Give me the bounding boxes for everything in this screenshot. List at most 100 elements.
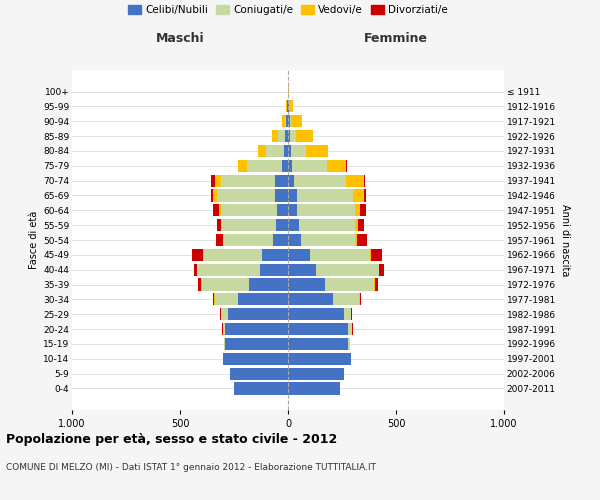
Bar (353, 190, 364, 202)
Bar (292, 160, 327, 172)
Bar (260, 264, 288, 276)
Bar (357, 234, 367, 246)
Bar (223, 234, 273, 246)
Bar (360, 294, 361, 306)
Bar (198, 278, 201, 290)
Bar (193, 249, 203, 261)
Bar (221, 308, 227, 320)
Bar (288, 100, 289, 112)
Bar (284, 145, 288, 157)
Bar (349, 323, 352, 335)
Legend: Celibi/Nubili, Coniugati/e, Vedovi/e, Divorziat​i/e: Celibi/Nubili, Coniugati/e, Vedovi/e, Di… (124, 0, 452, 19)
Text: Maschi: Maschi (155, 32, 205, 46)
Bar (288, 174, 295, 186)
Bar (289, 100, 293, 112)
Bar (346, 174, 364, 186)
Bar (307, 145, 328, 157)
Bar (291, 145, 307, 157)
Bar (288, 264, 316, 276)
Bar (221, 174, 275, 186)
Bar (286, 115, 288, 128)
Bar (238, 160, 247, 172)
Bar (278, 130, 285, 142)
Bar (226, 323, 288, 335)
Bar (266, 145, 284, 157)
Bar (275, 174, 288, 186)
Text: COMUNE DI MELZO (MI) - Dati ISTAT 1° gennaio 2012 - Elaborazione TUTTITALIA.IT: COMUNE DI MELZO (MI) - Dati ISTAT 1° gen… (6, 462, 376, 471)
Bar (288, 382, 340, 394)
Bar (222, 219, 276, 231)
Bar (364, 174, 365, 186)
Bar (281, 160, 288, 172)
Bar (202, 278, 249, 290)
Bar (213, 294, 214, 306)
Bar (370, 249, 371, 261)
Bar (316, 264, 379, 276)
Bar (215, 294, 238, 306)
Bar (247, 160, 281, 172)
Bar (288, 145, 291, 157)
Bar (288, 204, 296, 216)
Bar (290, 115, 291, 128)
Bar (221, 219, 222, 231)
Bar (213, 204, 220, 216)
Y-axis label: Fasce di età: Fasce di età (29, 211, 39, 269)
Bar (288, 190, 296, 202)
Bar (375, 278, 378, 290)
Bar (282, 115, 285, 128)
Bar (230, 368, 288, 380)
Bar (215, 174, 221, 186)
Bar (288, 160, 292, 172)
Bar (194, 264, 197, 276)
Bar (277, 204, 288, 216)
Bar (216, 234, 223, 246)
Bar (288, 234, 301, 246)
Bar (273, 234, 288, 246)
Bar (197, 264, 260, 276)
Bar (226, 338, 288, 350)
Bar (296, 204, 355, 216)
Bar (355, 204, 361, 216)
Bar (299, 219, 355, 231)
Bar (262, 249, 288, 261)
Text: Popolazione per età, sesso e stato civile - 2012: Popolazione per età, sesso e stato civil… (6, 432, 337, 446)
Bar (288, 219, 299, 231)
Bar (288, 368, 344, 380)
Bar (234, 382, 288, 394)
Bar (238, 294, 288, 306)
Bar (214, 190, 217, 202)
Bar (272, 130, 278, 142)
Bar (288, 323, 349, 335)
Bar (334, 294, 359, 306)
Bar (301, 234, 355, 246)
Text: Femmine: Femmine (364, 32, 428, 46)
Bar (217, 219, 221, 231)
Bar (288, 294, 334, 306)
Bar (310, 249, 370, 261)
Bar (296, 190, 353, 202)
Y-axis label: Anni di nascita: Anni di nascita (560, 204, 570, 276)
Bar (295, 174, 346, 186)
Bar (223, 352, 288, 365)
Bar (288, 308, 344, 320)
Bar (371, 249, 382, 261)
Bar (287, 100, 288, 112)
Bar (211, 190, 214, 202)
Bar (288, 338, 349, 350)
Bar (358, 219, 364, 231)
Bar (220, 204, 221, 216)
Bar (288, 249, 310, 261)
Bar (249, 278, 288, 290)
Bar (355, 234, 357, 246)
Bar (223, 323, 226, 335)
Bar (288, 352, 350, 365)
Bar (296, 130, 313, 142)
Bar (258, 145, 266, 157)
Bar (364, 190, 366, 202)
Bar (288, 115, 290, 128)
Bar (285, 130, 288, 142)
Bar (288, 130, 290, 142)
Bar (344, 308, 350, 320)
Bar (327, 160, 346, 172)
Bar (217, 190, 275, 202)
